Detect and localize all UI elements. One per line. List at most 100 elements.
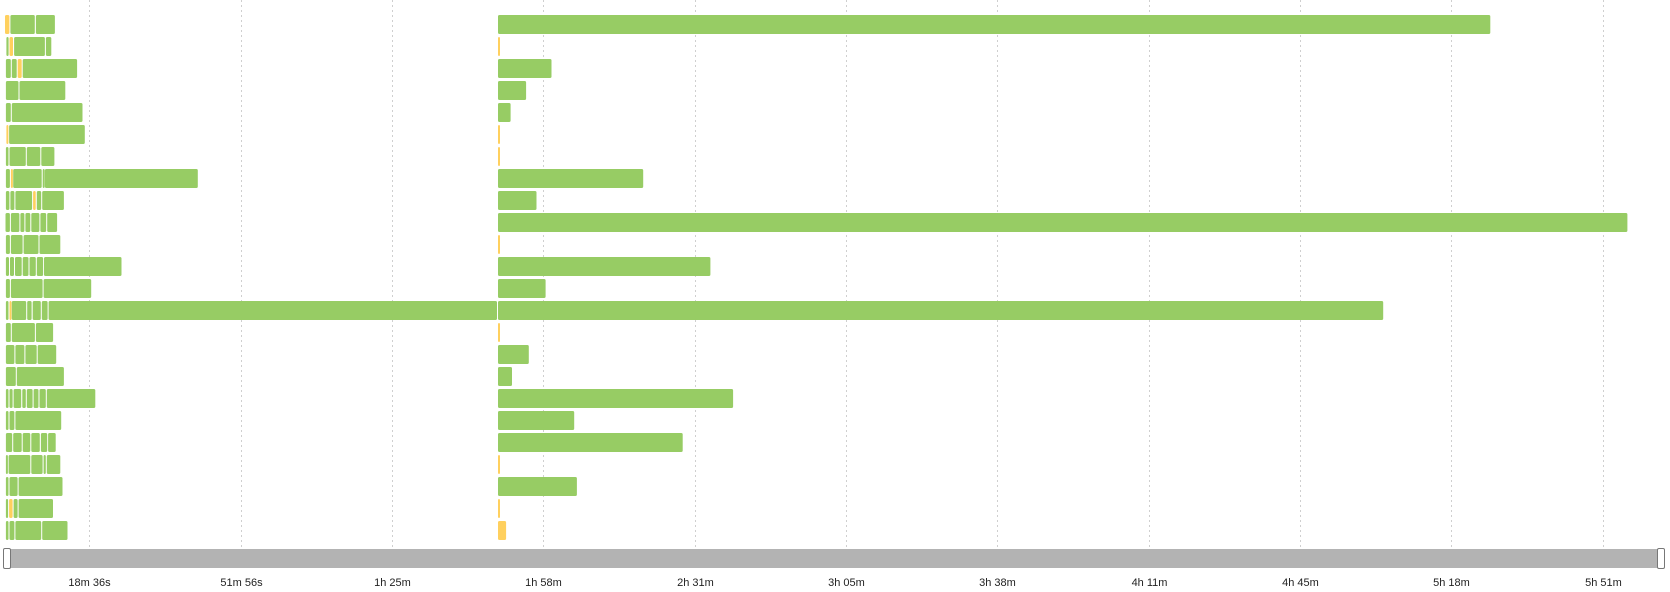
task-bar-running[interactable]: [22, 257, 29, 276]
task-bar-running[interactable]: [9, 521, 15, 540]
task-bar-running[interactable]: [498, 411, 575, 430]
task-bar-running[interactable]: [31, 455, 43, 474]
task-bar-running[interactable]: [498, 59, 552, 78]
task-row[interactable]: [5, 367, 512, 386]
task-bar-running[interactable]: [5, 455, 8, 474]
task-bar-running[interactable]: [498, 169, 644, 188]
task-bar-running[interactable]: [9, 477, 18, 496]
task-bar-running[interactable]: [5, 59, 11, 78]
task-bar-running[interactable]: [18, 499, 54, 518]
task-bar-running[interactable]: [10, 257, 14, 276]
task-bar-running[interactable]: [10, 15, 35, 34]
task-bar-pending[interactable]: [498, 37, 500, 56]
task-bar-running[interactable]: [32, 301, 41, 320]
task-bar-running[interactable]: [9, 389, 13, 408]
task-row[interactable]: [5, 147, 500, 166]
task-bar-running[interactable]: [498, 213, 1628, 232]
task-bar-pending[interactable]: [498, 323, 500, 342]
task-bar-running[interactable]: [10, 279, 43, 298]
task-row[interactable]: [5, 235, 500, 254]
task-bar-running[interactable]: [44, 169, 198, 188]
task-bar-pending[interactable]: [33, 191, 36, 210]
task-bar-running[interactable]: [498, 301, 1384, 320]
task-bar-running[interactable]: [498, 367, 512, 386]
task-row[interactable]: [5, 257, 711, 276]
task-row[interactable]: [5, 213, 1628, 232]
task-bar-running[interactable]: [5, 191, 10, 210]
task-bar-pending[interactable]: [9, 301, 12, 320]
task-bar-running[interactable]: [9, 411, 15, 430]
task-bar-running[interactable]: [19, 81, 66, 100]
task-bar-running[interactable]: [33, 389, 39, 408]
task-bar-pending[interactable]: [498, 147, 500, 166]
task-bar-running[interactable]: [498, 15, 1491, 34]
task-row[interactable]: [5, 455, 500, 474]
task-bar-running[interactable]: [5, 477, 9, 496]
scrollbar-left-handle[interactable]: [3, 548, 11, 569]
task-bar-running[interactable]: [25, 345, 37, 364]
task-bar-running[interactable]: [11, 59, 17, 78]
task-bar-running[interactable]: [25, 213, 31, 232]
task-bar-running[interactable]: [498, 279, 546, 298]
task-bar-running[interactable]: [11, 103, 83, 122]
task-bar-running[interactable]: [11, 301, 27, 320]
task-row[interactable]: [5, 433, 683, 452]
task-bar-running[interactable]: [31, 433, 40, 452]
scrollbar-track[interactable]: [4, 549, 1664, 568]
task-bar-running[interactable]: [5, 235, 10, 254]
task-bar-running[interactable]: [8, 455, 31, 474]
task-bar-running[interactable]: [36, 257, 44, 276]
task-bar-pending[interactable]: [10, 169, 13, 188]
task-bar-running[interactable]: [498, 257, 711, 276]
task-bar-running[interactable]: [40, 433, 48, 452]
task-bar-running[interactable]: [15, 521, 42, 540]
task-bar-running[interactable]: [43, 279, 92, 298]
task-bar-running[interactable]: [37, 345, 57, 364]
task-bar-pending[interactable]: [17, 59, 22, 78]
task-bar-pending[interactable]: [6, 125, 9, 144]
task-bar-running[interactable]: [48, 301, 497, 320]
task-bar-running[interactable]: [22, 389, 26, 408]
task-bar-running[interactable]: [47, 213, 58, 232]
task-row[interactable]: [6, 125, 500, 144]
task-row[interactable]: [5, 323, 500, 342]
task-bar-running[interactable]: [498, 433, 683, 452]
task-bar-running[interactable]: [22, 433, 31, 452]
task-bar-pending[interactable]: [498, 235, 500, 254]
task-bar-running[interactable]: [5, 81, 19, 100]
task-bar-running[interactable]: [22, 59, 78, 78]
task-bar-running[interactable]: [5, 499, 9, 518]
task-bar-running[interactable]: [498, 81, 527, 100]
task-row[interactable]: [5, 279, 546, 298]
task-bar-running[interactable]: [10, 213, 20, 232]
scrollbar-right-handle[interactable]: [1657, 548, 1665, 569]
task-row[interactable]: [5, 169, 644, 188]
task-row[interactable]: [5, 477, 577, 496]
task-bar-running[interactable]: [9, 147, 26, 166]
task-bar-running[interactable]: [5, 213, 10, 232]
task-bar-pending[interactable]: [498, 455, 500, 474]
task-bar-running[interactable]: [43, 455, 46, 474]
task-bar-pending[interactable]: [498, 521, 507, 540]
task-bar-running[interactable]: [5, 279, 10, 298]
task-bar-running[interactable]: [5, 257, 9, 276]
task-bar-running[interactable]: [36, 191, 42, 210]
task-bar-running[interactable]: [35, 15, 55, 34]
task-bar-running[interactable]: [41, 147, 55, 166]
task-bar-running[interactable]: [5, 389, 9, 408]
task-row[interactable]: [5, 81, 527, 100]
task-row[interactable]: [5, 191, 537, 210]
task-bar-running[interactable]: [18, 477, 63, 496]
task-bar-running[interactable]: [498, 103, 511, 122]
task-row[interactable]: [5, 499, 500, 518]
task-bar-running[interactable]: [13, 499, 18, 518]
task-bar-pending[interactable]: [9, 37, 14, 56]
task-bar-running[interactable]: [15, 257, 22, 276]
task-bar-running[interactable]: [42, 521, 68, 540]
task-bar-pending[interactable]: [5, 15, 10, 34]
task-bar-running[interactable]: [23, 235, 39, 254]
task-bar-running[interactable]: [48, 433, 56, 452]
task-bar-running[interactable]: [498, 345, 529, 364]
task-bar-running[interactable]: [45, 37, 52, 56]
task-bar-running[interactable]: [5, 411, 9, 430]
